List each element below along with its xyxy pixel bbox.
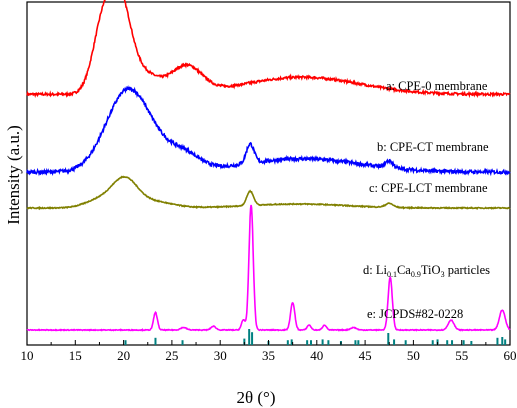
series-line-b <box>26 85 511 177</box>
x-tick-label: 25 <box>165 348 178 363</box>
x-tick-label: 15 <box>69 348 82 363</box>
series-line-c <box>26 175 511 211</box>
series-label-c: c: CPE-LCT membrane <box>369 181 488 195</box>
x-tick-label: 50 <box>407 348 420 363</box>
x-tick-label: 45 <box>359 348 372 363</box>
y-axis-title: Intensity (a.u.) <box>4 125 23 225</box>
x-axis-title: 2θ (°) <box>236 388 275 407</box>
x-tick-label: 10 <box>21 348 34 363</box>
plot-frame <box>26 1 511 346</box>
x-tick-label: 40 <box>310 348 323 363</box>
x-tick-label: 30 <box>214 348 227 363</box>
x-tick-label: 55 <box>455 348 468 363</box>
x-tick-label: 20 <box>117 348 130 363</box>
x-tick-label: 35 <box>262 348 275 363</box>
series-label-e: e: JCPDS#82-0228 <box>367 307 463 321</box>
x-axis-ticks: 10 15 20 25 30 35 40 45 50 55 60 <box>21 340 517 363</box>
series-label-b: b: CPE-CT membrane <box>377 140 489 154</box>
series-lines <box>26 0 511 332</box>
x-tick-label: 60 <box>504 348 517 363</box>
series-line-d <box>26 204 511 332</box>
reference-lines <box>124 329 507 345</box>
series-label-a: a: CPE-0 membrane <box>386 79 488 93</box>
series-label-d: d: Li0.1Ca0.9TiO3 particles <box>363 263 490 279</box>
series-line-a <box>26 0 511 99</box>
